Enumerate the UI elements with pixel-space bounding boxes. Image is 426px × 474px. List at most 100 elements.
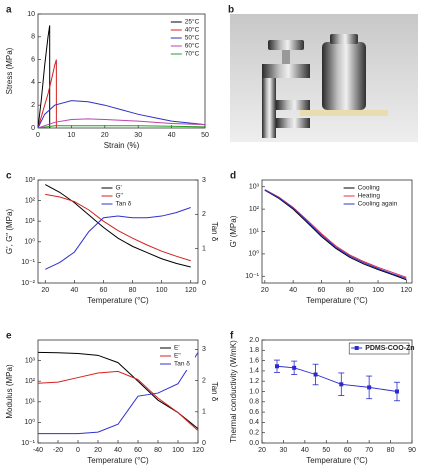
y2-tick-label: 0 <box>202 280 206 287</box>
legend-label: Tan δ <box>116 201 132 208</box>
y2-tick-label: 1 <box>202 246 206 253</box>
x-tick-label: 20 <box>41 287 49 294</box>
x-axis-label: Temperature (°C) <box>306 456 368 465</box>
legend-label: 25°C <box>185 18 200 26</box>
x-tick-label: 50 <box>322 447 330 454</box>
x-axis-label: Strain (%) <box>104 141 140 150</box>
series-line <box>37 25 51 129</box>
y-tick-label: 8 <box>31 34 35 41</box>
y-tick-label: 10² <box>249 206 260 213</box>
y-tick-label: 10¹ <box>25 399 36 406</box>
plot-frame <box>37 179 199 284</box>
x-tick-label: 80 <box>129 287 137 294</box>
legend-swatch-point <box>354 346 359 350</box>
series-line <box>37 125 206 129</box>
x-tick-label: 100 <box>156 287 168 294</box>
panel-label: a <box>6 5 12 16</box>
series-line <box>37 370 199 431</box>
y-tick-label: 10² <box>25 197 36 204</box>
y-tick-label: 10⁻¹ <box>245 273 259 280</box>
legend-label: PDMS-COO-Zn <box>365 345 414 352</box>
y-tick-label: 0 <box>31 125 35 132</box>
point <box>292 365 297 370</box>
y-tick-label: 10 <box>27 11 35 18</box>
x-tick-label: 30 <box>280 447 288 454</box>
x-tick-label: 120 <box>400 287 412 294</box>
series-line <box>45 184 191 268</box>
y-tick-label: 10⁰ <box>24 418 35 426</box>
legend-label: G' <box>116 185 122 192</box>
series-line <box>37 118 206 129</box>
y-tick-label: 10⁰ <box>24 238 35 246</box>
y-tick-label: 10⁻¹ <box>21 259 35 266</box>
x-tick-label: 30 <box>134 132 142 139</box>
y-tick-label: 10⁻¹ <box>21 440 35 447</box>
y2-tick-label: 2 <box>202 377 206 384</box>
series-line <box>45 206 191 270</box>
legend-label: 70°C <box>185 50 200 58</box>
y-tick-label: 10³ <box>25 357 36 364</box>
x-tick-label: 90 <box>408 447 416 454</box>
panel-label: c <box>6 171 12 182</box>
x-tick-label: 120 <box>185 287 197 294</box>
y-tick-label: 1.2 <box>249 378 259 385</box>
legend-label: 60°C <box>185 42 200 50</box>
y-tick-label: 1.4 <box>249 368 259 375</box>
series-line <box>38 352 199 435</box>
x-tick-label: 100 <box>372 287 384 294</box>
series-line <box>264 189 407 278</box>
series-line <box>264 189 407 281</box>
x-tick-label: -20 <box>53 447 63 454</box>
x-tick-label: 70 <box>365 447 373 454</box>
x-tick-label: 100 <box>172 447 184 454</box>
x-tick-label: 0 <box>76 447 80 454</box>
x-axis-label: Temperature (°C) <box>306 296 368 305</box>
x-tick-label: 40 <box>289 287 297 294</box>
y-tick-label: 0.0 <box>249 440 259 447</box>
y-axis-label: Modulus (MPa) <box>5 364 14 419</box>
y-tick-label: 10⁻² <box>21 280 35 287</box>
y-tick-label: 0.2 <box>249 430 259 437</box>
x-axis-label: Temperature (°C) <box>87 456 149 465</box>
series-line <box>37 100 206 129</box>
x-tick-label: 40 <box>114 447 122 454</box>
legend-box <box>348 342 410 355</box>
series-line <box>45 193 191 262</box>
y-axis-label: Thermal conductivity (W/mK) <box>229 340 238 443</box>
y-axis-label: G' (MPa) <box>229 215 238 247</box>
y-tick-label: 6 <box>31 56 35 63</box>
legend-label: Cooling <box>358 185 380 192</box>
y2-tick-label: 3 <box>202 346 206 353</box>
plot-frame <box>37 13 206 129</box>
x-tick-label: 40 <box>70 287 78 294</box>
y-tick-label: 10¹ <box>249 228 260 235</box>
x-tick-label: 80 <box>154 447 162 454</box>
legend-label: Heating <box>358 193 381 200</box>
x-tick-label: 10 <box>68 132 76 139</box>
legend-label: Tan δ <box>174 361 190 368</box>
legend-label: 40°C <box>185 26 200 34</box>
legend-label: G" <box>116 193 124 200</box>
y-tick-label: 0.8 <box>249 399 259 406</box>
y-tick-label: 10³ <box>25 177 36 184</box>
y-tick-label: 10⁰ <box>248 250 259 258</box>
legend-label: Cooling again <box>358 201 398 208</box>
legend-label: E" <box>174 353 181 360</box>
y-axis-label: Stress (MPa) <box>5 47 14 94</box>
x-tick-label: 0 <box>36 132 40 139</box>
point <box>339 382 344 387</box>
point <box>367 385 372 390</box>
x-tick-label: 20 <box>94 447 102 454</box>
x-tick-label: -40 <box>33 447 43 454</box>
y-tick-label: 0.6 <box>249 409 259 416</box>
series-line <box>37 351 199 429</box>
y2-tick-label: 0 <box>202 440 206 447</box>
x-tick-label: 120 <box>192 447 204 454</box>
x-tick-label: 20 <box>258 447 266 454</box>
y2-tick-label: 2 <box>202 211 206 218</box>
y2-axis-label: Tan δ <box>210 382 219 402</box>
x-tick-label: 60 <box>134 447 142 454</box>
point <box>313 372 318 377</box>
panel-label: f <box>230 331 234 342</box>
